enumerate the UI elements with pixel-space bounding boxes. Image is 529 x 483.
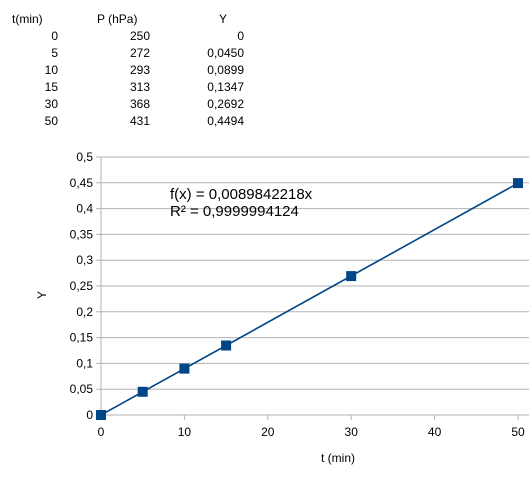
- y-tick-label: 0,25: [70, 279, 94, 293]
- y-tick-label: 0: [86, 408, 93, 422]
- table-cell: 0,0899: [207, 63, 244, 77]
- y-tick-label: 0,5: [76, 150, 93, 164]
- y-tick-label: 0,4: [76, 202, 93, 216]
- table-cell: 368: [129, 97, 150, 111]
- y-tick-label: 0,45: [70, 176, 94, 190]
- x-tick-label: 40: [428, 425, 442, 439]
- trendline: [100, 182, 519, 416]
- y-tick-label: 0,15: [70, 331, 94, 345]
- x-tick-label: 30: [345, 425, 359, 439]
- data-point: [346, 271, 357, 282]
- data-point: [137, 386, 148, 397]
- table-cell: 0,0450: [207, 46, 244, 60]
- y-tick-label: 0,05: [70, 382, 94, 396]
- trendline-line: [100, 182, 519, 416]
- axis-labels: 0 0,05 0,1 0,15 0,2 0,25 0,3 0,35 0,4 0,45 0,5 0 10 2…: [70, 150, 525, 439]
- data-point: [513, 178, 523, 189]
- y-tick-label: 0,1: [76, 356, 93, 370]
- y-axis-title: Y: [35, 291, 49, 299]
- table-cell: 313: [129, 80, 150, 94]
- table-header-cell: Y: [218, 12, 227, 26]
- table-cell: 0,1347: [207, 80, 244, 94]
- table-cell: 15: [44, 80, 58, 94]
- y-tick-label: 0,35: [70, 227, 94, 241]
- table-cell: 30: [44, 97, 58, 111]
- data-points: [96, 178, 523, 420]
- data-point: [96, 410, 106, 420]
- table-header-cell: t(min): [12, 12, 43, 26]
- y-tick-label: 0,2: [76, 305, 93, 319]
- table-cell: 0,2692: [207, 97, 244, 111]
- table-cell: 0: [51, 29, 58, 43]
- table-cell: 50: [44, 114, 58, 128]
- trendline-r-squared: R² = 0,9999994124: [170, 203, 299, 220]
- table-cell: 272: [129, 46, 150, 60]
- data-point: [179, 363, 190, 374]
- table-cell: 5: [51, 46, 58, 60]
- gridlines: [101, 156, 529, 416]
- table-header-cell: P (hPa): [97, 12, 138, 26]
- x-tick-label: 20: [261, 425, 275, 439]
- x-tick-label: 0: [98, 425, 105, 439]
- table-cell: 250: [129, 29, 150, 43]
- table-cell: 293: [129, 63, 150, 77]
- trendline-equation: f(x) = 0,0089842218x: [170, 186, 313, 203]
- table-cell: 0: [237, 29, 244, 43]
- x-tick-label: 50: [511, 425, 525, 439]
- axes: [96, 156, 529, 420]
- y-tick-label: 0,3: [76, 253, 93, 267]
- table-cell: 431: [129, 114, 150, 128]
- table-cell: 10: [44, 63, 58, 77]
- table-cell: 0,4494: [207, 114, 244, 128]
- data-point: [221, 340, 232, 351]
- x-axis-title: t (min): [321, 451, 355, 465]
- x-tick-label: 10: [178, 425, 192, 439]
